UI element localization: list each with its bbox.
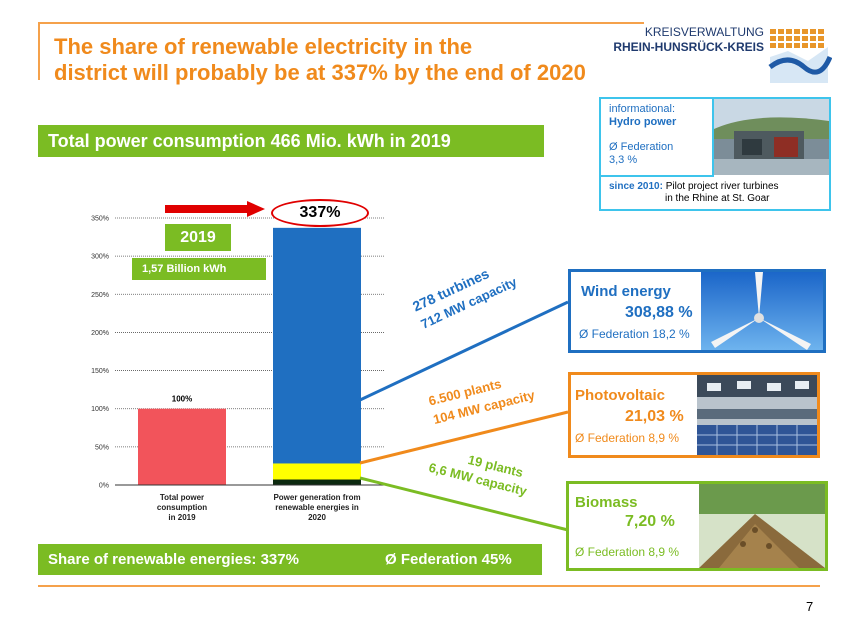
hydro-since-text: since 2010: Pilot project river turbines… [609, 181, 779, 205]
page-number: 7 [806, 599, 814, 614]
pv-box-title: Photovoltaic [575, 387, 666, 404]
total-consumption-text: Total power consumption 466 Mio. kWh in … [48, 131, 451, 151]
hydro-since-label: since 2010: [609, 181, 663, 192]
logo-text: KREISVERWALTUNG RHEIN-HUNSRÜCK-KREIS [613, 25, 764, 55]
y-tick-label: 150% [91, 368, 109, 375]
share-footer-text: Share of renewable energies: 337% [48, 551, 299, 568]
x-category-label: Power generation from [273, 493, 360, 502]
total-consumption-banner: Total power consumption 466 Mio. kWh in … [38, 125, 544, 157]
bottom-rule [38, 585, 820, 587]
hydro-power-label: Hydro power [609, 116, 677, 128]
federation-footer-text: Ø Federation 45% [385, 551, 512, 568]
y-tick-label: 100% [91, 406, 109, 413]
year-2019-label: 2019 [165, 224, 231, 251]
district-logo-icon [768, 29, 832, 83]
bar-segment-biomass [273, 479, 361, 485]
wind-energy-box: Wind energy 308,88 % Ø Federation 18,2 % [568, 269, 826, 353]
hydro-info-box: informational: Hydro power Ø Federation … [599, 97, 831, 211]
x-category-label: consumption [157, 503, 207, 512]
y-tick-label: 200% [91, 330, 109, 337]
y-tick-label: 50% [95, 444, 109, 451]
title-left-rule [38, 22, 40, 80]
share-footer-banner: Share of renewable energies: 337% Ø Fede… [38, 544, 542, 575]
pv-connector-line [359, 410, 569, 465]
logo-line2: RHEIN-HUNSRÜCK-KREIS [613, 40, 764, 54]
pv-box-federation: Ø Federation 8,9 % [575, 431, 680, 445]
slide-title-line2: district will probably be at 337% by the… [54, 60, 586, 85]
pv-box-pct: 21,03 % [625, 408, 684, 425]
hydro-text-panel: informational: Hydro power Ø Federation … [601, 99, 714, 177]
title-top-rule [38, 22, 644, 24]
data-label-100: 100% [172, 395, 192, 404]
bar-segment-total-power-consumption [138, 408, 226, 485]
pct-337-callout: 337% [271, 199, 369, 227]
pct-337-label: 337% [299, 204, 341, 221]
biomass-photo [699, 484, 825, 568]
share-chart: 0% 50% 100% 150% 200% 250% 300% 350% Total power… [91, 216, 385, 522]
hydro-since-text1: Pilot project river turbines [665, 181, 779, 192]
x-category-label: in 2019 [168, 513, 196, 522]
hydro-since-text2: in the Rhine at St. Goar [665, 193, 770, 204]
wind-turbine-photo [701, 272, 823, 350]
billion-kwh-label: 1,57 Billion kWh [132, 258, 266, 280]
wind-box-title: Wind energy [581, 283, 671, 300]
y-tick-label: 350% [91, 216, 109, 223]
photovoltaic-box: Photovoltaic 21,03 % Ø Federation 8,9 % [568, 372, 820, 458]
hydro-federation-label: Ø Federation [609, 141, 674, 153]
wind-connector-line [359, 300, 569, 402]
bar-segment-wind-energy [273, 227, 361, 464]
hydro-federation-value: 3,3 % [609, 154, 638, 166]
wind-box-pct: 308,88 % [625, 304, 693, 321]
bio-box-title: Biomass [575, 494, 638, 511]
logo-line1: KREISVERWALTUNG [644, 25, 764, 39]
solar-panels-photo [697, 375, 817, 455]
y-tick-label: 250% [91, 292, 109, 299]
billion-kwh-text: 1,57 Billion kWh [142, 263, 227, 275]
biomass-box: Biomass 7,20 % Ø Federation 8,9 % [566, 481, 828, 571]
hydro-turbine-photo [714, 99, 829, 175]
wind-box-federation: Ø Federation 18,2 % [579, 327, 690, 341]
year-2019-text: 2019 [180, 229, 216, 246]
bio-connector-line [359, 476, 569, 532]
y-tick-label: 0% [99, 483, 109, 490]
slide-title: The share of renewable electricity in th… [54, 34, 674, 86]
hydro-info-label: informational: [609, 103, 676, 115]
red-arrow-icon [165, 201, 265, 217]
slide-title-line1: The share of renewable electricity in th… [54, 34, 473, 59]
x-category-label: renewable energies in [275, 503, 359, 512]
x-category-label: Total power [160, 493, 204, 502]
bio-box-pct: 7,20 % [625, 513, 675, 530]
bio-box-federation: Ø Federation 8,9 % [575, 545, 680, 559]
bar-segment-photovoltaic [273, 463, 361, 480]
x-category-label: 2020 [308, 513, 326, 522]
y-tick-label: 300% [91, 254, 109, 261]
